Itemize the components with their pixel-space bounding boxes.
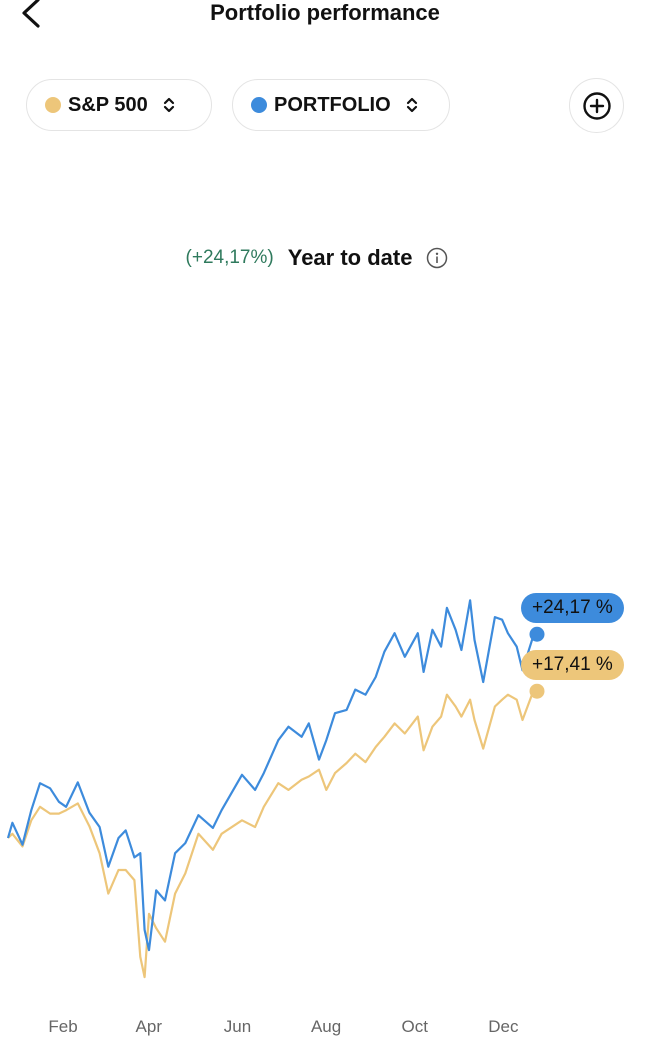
portfolio-selector[interactable]: PORTFOLIO <box>232 79 450 131</box>
info-icon[interactable] <box>426 247 448 269</box>
sp500-end-point <box>529 683 545 699</box>
performance-summary: (+24,17%) Year to date <box>0 245 650 271</box>
sp500-end-label: +17,41 % <box>521 650 624 681</box>
page-title: Portfolio performance <box>210 0 440 25</box>
chevron-up-down-icon <box>406 97 417 113</box>
portfolio-end-point <box>529 626 545 642</box>
sp500-line <box>7 690 538 979</box>
portfolio-end-label: +24,17 % <box>521 593 624 624</box>
benchmark-selector[interactable]: S&P 500 <box>26 79 212 131</box>
x-tick-label: Aug <box>311 1017 341 1036</box>
x-tick-label: Apr <box>136 1017 163 1036</box>
add-comparison-button[interactable] <box>569 78 624 133</box>
chevron-up-down-icon <box>163 97 174 113</box>
x-tick-label: Oct <box>402 1017 429 1036</box>
benchmark-label: S&P 500 <box>68 93 148 116</box>
plus-circle-icon <box>582 91 611 120</box>
ytd-change: (+24,17%) <box>185 247 274 268</box>
period-label: Year to date <box>287 245 413 270</box>
chevron-left-icon <box>22 0 40 28</box>
x-tick-label: Dec <box>488 1017 519 1036</box>
portfolio-line <box>6 599 538 952</box>
portfolio-color-dot <box>251 97 267 113</box>
back-button[interactable] <box>14 0 54 32</box>
x-tick-label: Jun <box>224 1017 251 1036</box>
sp500-color-dot <box>45 97 61 113</box>
x-tick-label: Feb <box>48 1017 77 1036</box>
portfolio-label: PORTFOLIO <box>274 93 391 116</box>
